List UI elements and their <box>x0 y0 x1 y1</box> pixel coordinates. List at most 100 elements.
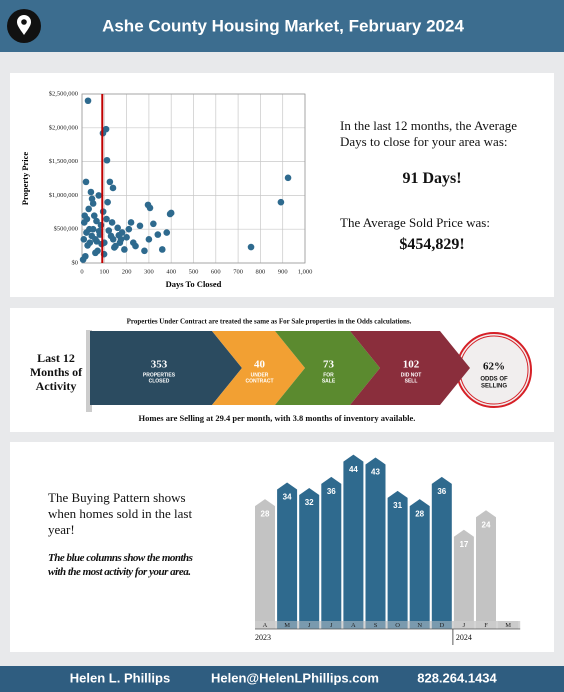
segment-value: 102 <box>403 359 420 371</box>
value-label: 28 <box>415 509 424 518</box>
x-tick-label: 0 <box>80 268 83 275</box>
bar <box>365 457 386 621</box>
pattern-note: The blue columns show the months with th… <box>48 552 193 578</box>
month-cell <box>343 621 364 629</box>
panel <box>10 73 554 297</box>
plot-frame <box>81 93 306 264</box>
y-tick-label: $1,000,000 <box>49 192 78 199</box>
value-label: 34 <box>283 493 292 502</box>
segment-label: SALE <box>322 378 336 384</box>
x-tick-label: 100 <box>99 268 109 275</box>
scatter-point <box>103 215 110 223</box>
y-tick-label: $0 <box>72 259 79 266</box>
odds-label: ODDS OF <box>480 377 508 383</box>
value-label: 44 <box>349 465 358 474</box>
scatter-point <box>103 156 111 164</box>
days-value: 91 Days! <box>402 170 462 187</box>
segment-label: FOR <box>323 372 334 378</box>
header-title: Ashe County Housing Market, February 202… <box>102 16 464 35</box>
month-cell <box>277 621 298 629</box>
y-tick-label: $1,500,000 <box>49 158 78 165</box>
scatter-point <box>83 215 91 223</box>
x-tick-label: 900 <box>278 268 288 275</box>
footer-bar <box>0 666 564 692</box>
scatter-point <box>125 225 133 233</box>
value-label: 36 <box>327 487 336 496</box>
bar <box>277 482 298 621</box>
scatter-point <box>88 232 96 240</box>
x-tick-label: 800 <box>256 268 266 275</box>
scatter-point <box>163 229 171 236</box>
x-tick-label: M <box>505 622 511 629</box>
pin-shape <box>17 15 31 35</box>
segment-value: 353 <box>151 359 168 371</box>
month-cell <box>409 621 430 629</box>
activity-label: Last 12 Months of Activity <box>29 351 83 393</box>
month-cell <box>498 621 519 629</box>
segment-label: CLOSED <box>149 378 170 384</box>
activity-bar-edge <box>86 330 92 412</box>
scatter-point <box>106 178 114 186</box>
scatter-point <box>109 236 117 243</box>
scatter-point <box>167 209 175 217</box>
x-tick-label: 1,000 <box>298 268 313 275</box>
scatter-point <box>84 97 92 105</box>
days-text: In the last 12 months, the Average Days … <box>340 118 518 149</box>
scatter-point <box>84 242 91 249</box>
x-tick-label: D <box>439 622 444 629</box>
x-tick-label: S <box>374 622 378 629</box>
scatter-point <box>89 200 97 207</box>
x-tick-label: J <box>463 622 466 629</box>
scatter-point <box>127 219 135 226</box>
scatter-point <box>80 236 88 243</box>
x-tick-label: J <box>308 622 311 629</box>
scatter-point <box>111 244 118 251</box>
value-label: 32 <box>305 498 314 507</box>
x-tick-label: 300 <box>144 268 154 275</box>
activity-segment <box>212 331 305 405</box>
scatter-point <box>93 238 101 245</box>
x-tick-label: A <box>263 622 268 629</box>
pattern-text: The Buying Pattern shows when homes sold… <box>48 490 193 537</box>
bar <box>387 490 408 621</box>
scatter-point <box>92 249 99 257</box>
segment-label: PROPERTIES <box>143 372 176 378</box>
x-tick-label: N <box>417 622 422 629</box>
scatter-point <box>150 220 157 228</box>
scatter-point <box>123 234 130 241</box>
month-cell <box>476 621 496 629</box>
value-label: 28 <box>261 509 270 518</box>
scatter-point <box>145 236 153 243</box>
value-label: 31 <box>393 501 402 510</box>
value-label: 17 <box>459 540 468 549</box>
x-tick-label: M <box>284 622 290 629</box>
odds-label: SELLING <box>481 384 507 390</box>
activity-note: Properties Under Contract are treated th… <box>127 318 412 326</box>
scatter-point <box>129 239 137 247</box>
scatter-point <box>79 256 87 263</box>
value-label: 36 <box>437 487 446 496</box>
scatter-point <box>108 219 116 226</box>
segment-label: SELL <box>405 378 418 384</box>
scatter-point <box>86 225 93 233</box>
scatter-point <box>104 198 111 206</box>
scatter-point <box>109 184 117 192</box>
scatter-point <box>247 243 255 251</box>
bar <box>453 529 474 621</box>
x-tick-label: 200 <box>122 268 132 275</box>
scatter-point <box>85 205 92 213</box>
year-label: 2024 <box>456 633 472 642</box>
segment-label: DID NOT <box>401 372 422 378</box>
scatter-point <box>141 247 148 255</box>
footer-phone: 828.264.1434 <box>417 670 497 685</box>
bar <box>431 476 452 621</box>
bar <box>255 499 275 621</box>
x-tick-label: 500 <box>189 268 199 275</box>
x-tick-label: 600 <box>211 268 221 275</box>
scatter-point <box>95 192 103 199</box>
scatter-point <box>284 174 292 182</box>
footer-email: Helen@HelenLPhillips.com <box>211 670 379 685</box>
bar <box>321 476 342 621</box>
bar <box>476 510 496 621</box>
